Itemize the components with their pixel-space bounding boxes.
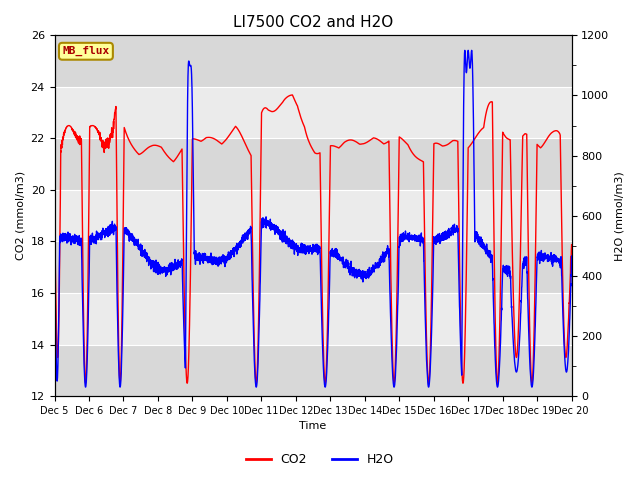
- Bar: [54, 138, 572, 190]
- Y-axis label: H2O (mmol/m3): H2O (mmol/m3): [615, 171, 625, 261]
- X-axis label: Time: Time: [300, 421, 326, 432]
- Title: LI7500 CO2 and H2O: LI7500 CO2 and H2O: [233, 15, 393, 30]
- Bar: [54, 345, 572, 396]
- Text: MB_flux: MB_flux: [62, 46, 109, 56]
- Bar: [54, 241, 572, 293]
- Y-axis label: CO2 (mmol/m3): CO2 (mmol/m3): [15, 171, 25, 260]
- Legend: CO2, H2O: CO2, H2O: [241, 448, 399, 471]
- Bar: [54, 36, 572, 87]
